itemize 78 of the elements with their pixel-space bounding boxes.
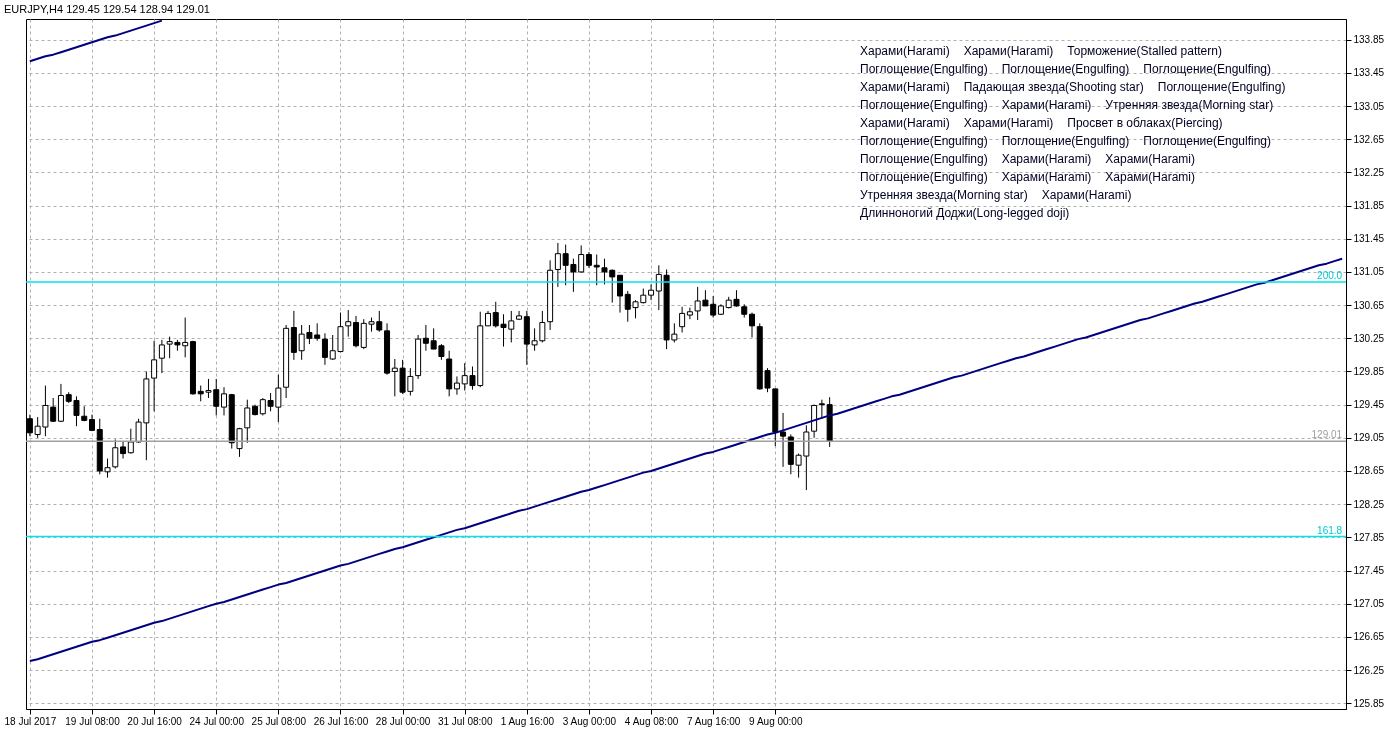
y-tick-label: 133.85: [1353, 34, 1385, 46]
annotation: Харами(Harami): [963, 116, 1054, 130]
x-tick-label: 20 Jul 16:00: [127, 715, 183, 727]
annotation: Поглощение(Engulfing): [1143, 62, 1272, 76]
y-tick-label: 128.25: [1353, 498, 1385, 510]
y-tick-label: 131.05: [1353, 266, 1385, 278]
x-tick-label: 26 Jul 16:00: [313, 715, 369, 727]
y-tick-label: 127.45: [1353, 565, 1385, 576]
y-tick-label: 126.25: [1353, 664, 1385, 676]
x-tick-label: 28 Jul 00:00: [375, 715, 431, 727]
candlestick: [453, 375, 460, 396]
annotation: 200.0: [1317, 269, 1343, 281]
annotation: Харами(Harami): [860, 116, 950, 130]
y-tick-label: 126.65: [1353, 631, 1385, 643]
candlestick: [221, 386, 227, 416]
annotation: Харами(Harami): [963, 44, 1054, 58]
y-tick-label: 130.65: [1353, 299, 1385, 311]
y-tick-label: 125.85: [1353, 697, 1385, 709]
candlestick: [648, 283, 655, 301]
annotation: Харами(Harami): [860, 80, 950, 94]
annotation: Харами(Harami): [1041, 188, 1132, 202]
annotation: Харами(Harami): [1001, 98, 1092, 112]
x-tick-label: 1 Aug 16:00: [500, 715, 555, 727]
annotation: Падающая звезда(Shooting star): [963, 80, 1144, 94]
annotation: Поглощение(Engulfing): [1157, 80, 1286, 94]
y-tick-label: 131.45: [1353, 233, 1385, 245]
annotation: Поглощение(Engulfing): [1143, 134, 1272, 148]
line-series: [28, 19, 163, 63]
annotation: Утренняя звезда(Morning star): [1105, 98, 1274, 112]
line-series: [28, 257, 1344, 662]
candlestick: [321, 332, 328, 366]
annotation: Харами(Harami): [1105, 170, 1195, 184]
candlestick: [617, 274, 623, 314]
x-tick-label: 3 Aug 00:00: [562, 715, 617, 727]
candlestick: [353, 315, 359, 348]
annotation: Поглощение(Engulfing): [860, 98, 988, 112]
x-tick-label: 7 Aug 16:00: [686, 715, 741, 727]
x-tick-label: 24 Jul 00:00: [189, 715, 245, 727]
annotation: Харами(Harami): [860, 44, 950, 58]
y-tick-label: 132.65: [1353, 133, 1385, 145]
chart-title: EURJPY,H4 129.45 129.54 128.94 129.01: [4, 3, 210, 15]
x-tick-label: 19 Jul 08:00: [65, 715, 121, 727]
y-tick-label: 129.45: [1353, 399, 1385, 411]
y-tick-label: 130.25: [1353, 332, 1385, 344]
y-tick-label: 128.65: [1353, 465, 1385, 477]
annotation: Поглощение(Engulfing): [860, 170, 988, 184]
candlestick: [679, 306, 686, 333]
y-tick-label: 127.85: [1353, 531, 1385, 543]
annotation: Длинноногий Доджи(Long-legged doji): [860, 206, 1070, 220]
y-tick-label: 127.05: [1353, 598, 1385, 610]
candlestick: [112, 438, 119, 469]
annotation: Торможение(Stalled pattern): [1067, 44, 1222, 58]
x-tick-label: 4 Aug 08:00: [624, 715, 679, 727]
y-tick-label: 132.25: [1353, 166, 1385, 178]
annotation: Поглощение(Engulfing): [860, 134, 988, 148]
ref-line-label: 129.01: [1311, 429, 1343, 441]
y-tick-label: 133.05: [1353, 100, 1385, 112]
x-tick-label: 9 Aug 00:00: [749, 715, 803, 727]
annotation: Харами(Harami): [1001, 152, 1092, 166]
x-tick-label: 25 Jul 08:00: [251, 715, 307, 727]
candlestick: [120, 440, 127, 460]
candlestick: [749, 312, 755, 338]
annotation: 161.8: [1317, 524, 1343, 536]
x-tick-label: 31 Jul 08:00: [437, 715, 493, 727]
annotation: Харами(Harami): [1105, 152, 1195, 166]
annotation: Просвет в облаках(Piercing): [1067, 116, 1223, 130]
annotation: Поглощение(Engulfing): [860, 152, 988, 166]
annotation: Поглощение(Engulfing): [860, 62, 988, 76]
annotation: Утренняя звезда(Morning star): [860, 188, 1028, 202]
y-tick-label: 129.05: [1353, 432, 1385, 444]
x-tick-label: 18 Jul 2017: [4, 715, 57, 727]
y-tick-label: 133.45: [1353, 67, 1385, 79]
candlestick: [780, 412, 787, 468]
annotation: Харами(Harami): [1001, 170, 1092, 184]
annotation: Поглощение(Engulfing): [1001, 62, 1130, 76]
y-tick-label: 129.85: [1353, 365, 1385, 377]
annotation: Поглощение(Engulfing): [1001, 134, 1130, 148]
y-tick-label: 131.85: [1353, 200, 1385, 212]
